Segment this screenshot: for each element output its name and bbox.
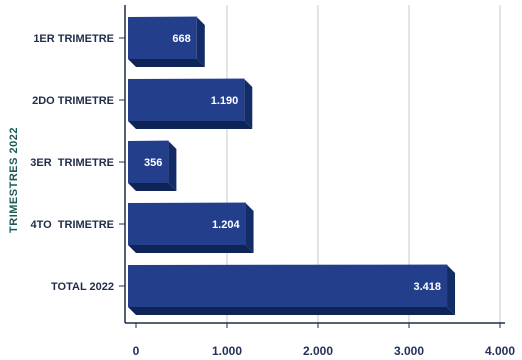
- bar-bottom: [128, 245, 254, 253]
- bar-side: [196, 17, 205, 67]
- bar-top: [128, 264, 448, 265]
- x-tick-label: 4.000: [485, 344, 515, 358]
- y-axis-title: TRIMESTRES 2022: [8, 127, 20, 233]
- data-label: 1.204: [212, 219, 240, 231]
- category-label: 2DO TRIMETRE: [32, 95, 114, 107]
- bar: 3.418: [128, 264, 456, 315]
- category-label: TOTAL 2022: [51, 281, 114, 293]
- bar: 1.204: [128, 202, 254, 253]
- bar-bottom: [128, 307, 456, 315]
- category-label: 1ER TRIMETRE: [33, 33, 114, 45]
- bar-side: [447, 265, 456, 315]
- category-label: 4TO TRIMETRE: [30, 219, 114, 231]
- data-label: 1.190: [211, 95, 239, 107]
- bar: 668: [128, 16, 205, 67]
- bar-bottom: [128, 121, 253, 129]
- bar: 1.190: [128, 78, 253, 129]
- bar-side: [168, 141, 177, 191]
- axes: [124, 5, 505, 324]
- bar-side: [245, 203, 254, 253]
- data-label: 668: [172, 33, 190, 45]
- bar-front: [128, 265, 448, 307]
- category-label: 3ER TRIMETRE: [30, 157, 114, 169]
- bar-bottom: [128, 183, 177, 191]
- bars: 668 1.190 356 1.204 3.418: [128, 16, 456, 315]
- bar: 356: [128, 140, 177, 191]
- data-label: 356: [144, 157, 162, 169]
- bar-top: [128, 16, 198, 17]
- data-label: 3.418: [414, 281, 442, 293]
- x-tick-label: 2.000: [303, 344, 333, 358]
- bar-front: [128, 79, 245, 121]
- category-labels: 1ER TRIMETRE 2DO TRIMETRE 3ER TRIMETRE 4TO …: [30, 33, 125, 293]
- x-tick-label: 0: [133, 344, 140, 358]
- x-tick-label: 3.000: [394, 344, 424, 358]
- x-tick-labels: 0 1.000 2.000 3.000 4.000: [133, 323, 515, 358]
- bar-top: [128, 140, 170, 141]
- bar-side: [244, 79, 253, 129]
- bar-front: [128, 17, 197, 59]
- bar-front: [128, 141, 169, 183]
- bar-top: [128, 78, 246, 79]
- x-tick-label: 1.000: [212, 344, 242, 358]
- bar-top: [128, 202, 247, 203]
- bar-bottom: [128, 59, 205, 67]
- bar-front: [128, 203, 246, 245]
